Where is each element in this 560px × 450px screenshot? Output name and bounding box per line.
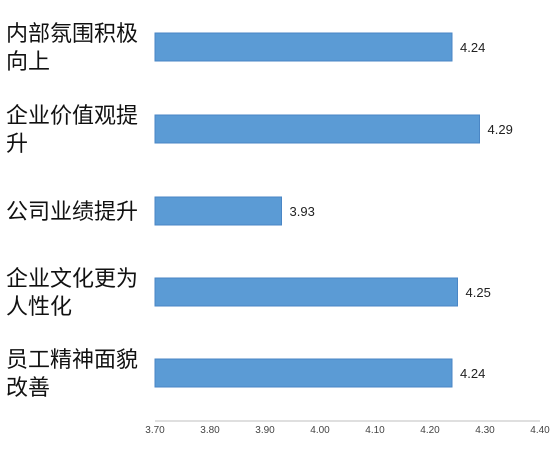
- x-tick-label: 4.20: [420, 425, 440, 436]
- x-tick-label: 4.30: [475, 425, 495, 436]
- category-label: 企业价值观提: [6, 103, 138, 128]
- value-label: 4.24: [460, 366, 485, 381]
- category-label: 升: [6, 131, 28, 156]
- category-label: 员工精神面貌: [6, 347, 138, 372]
- bar: [154, 196, 282, 226]
- category-label: 企业文化更为: [6, 266, 138, 291]
- value-label: 4.25: [466, 285, 491, 300]
- bar: [154, 277, 458, 307]
- bar: [154, 114, 480, 144]
- x-tick-label: 3.90: [255, 425, 275, 436]
- category-label: 内部氛围积极: [6, 21, 138, 46]
- x-tick-label: 4.00: [310, 425, 330, 436]
- category-label: 向上: [6, 49, 50, 74]
- x-tick-label: 3.70: [145, 425, 165, 436]
- category-label: 公司业绩提升: [6, 199, 138, 224]
- bar: [154, 32, 453, 62]
- value-label: 3.93: [290, 204, 315, 219]
- x-tick-label: 4.40: [530, 425, 550, 436]
- value-label: 4.24: [460, 40, 485, 55]
- category-label: 改善: [6, 375, 50, 400]
- category-label: 人性化: [6, 294, 72, 319]
- x-tick-label: 4.10: [365, 425, 385, 436]
- value-label: 4.29: [488, 122, 513, 137]
- bar: [154, 358, 453, 388]
- x-tick-label: 3.80: [200, 425, 220, 436]
